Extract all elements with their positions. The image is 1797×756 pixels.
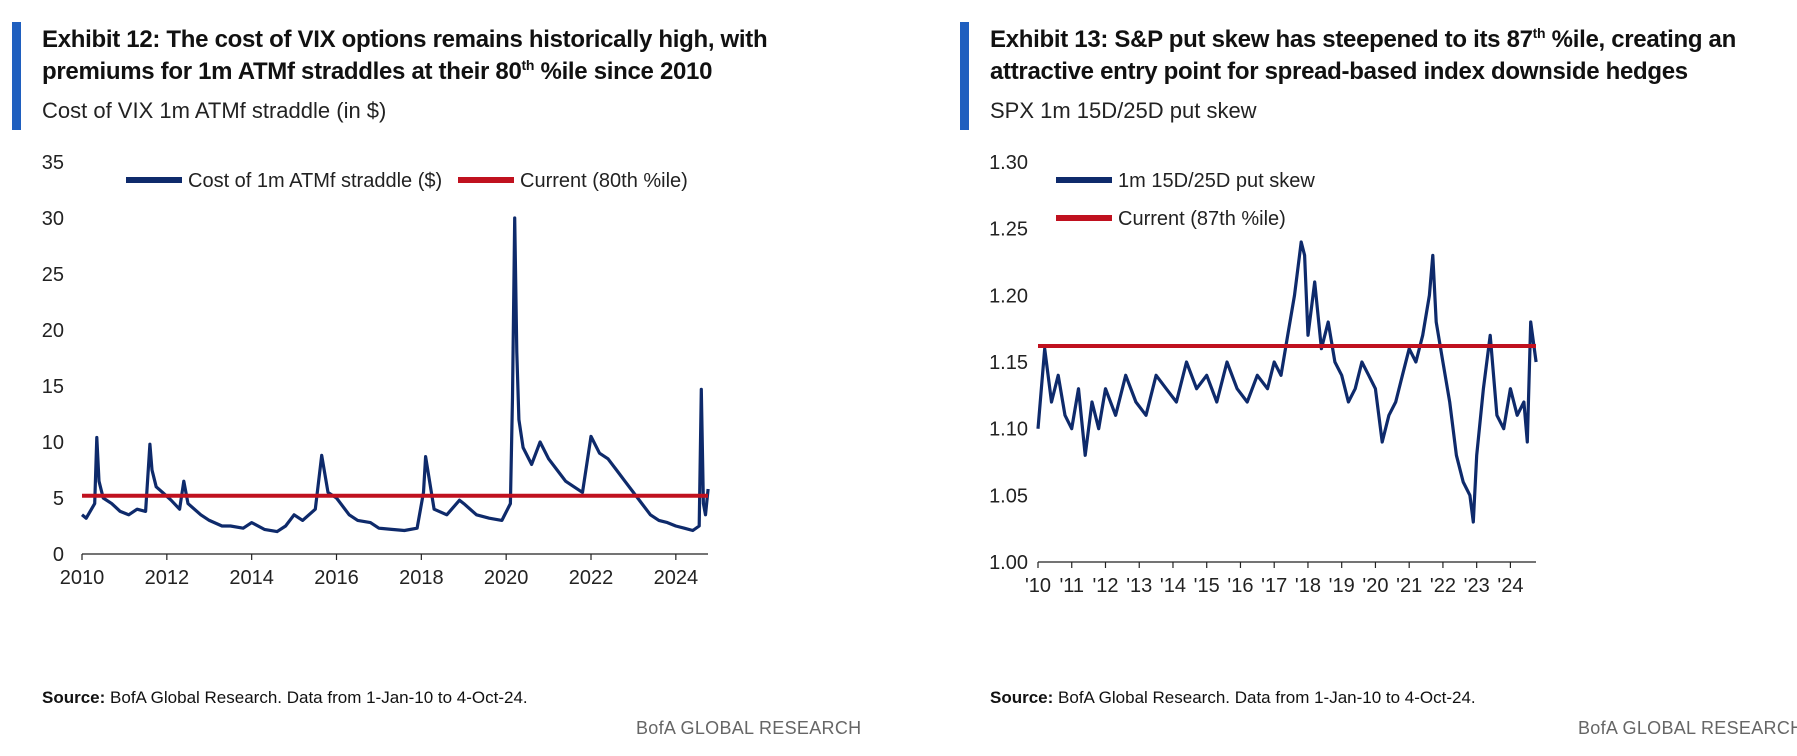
x-tick-label: '13 bbox=[1126, 575, 1152, 597]
x-tick-label: '14 bbox=[1160, 575, 1186, 597]
brand-label: BofA GLOBAL RESEARCH bbox=[1578, 718, 1797, 738]
exhibit-subtitle: SPX 1m 15D/25D put skew bbox=[990, 98, 1257, 123]
x-tick-label: '15 bbox=[1194, 575, 1220, 597]
x-tick-label: '22 bbox=[1430, 575, 1456, 597]
y-tick-label: 1.25 bbox=[989, 219, 1028, 241]
exhibit-12: Exhibit 12: The cost of VIX options rema… bbox=[0, 18, 880, 748]
y-tick-label: 0 bbox=[53, 544, 64, 566]
x-tick-label: '12 bbox=[1092, 575, 1118, 597]
brand-label: BofA GLOBAL RESEARCH bbox=[636, 718, 862, 738]
x-tick-label: 2022 bbox=[569, 567, 614, 589]
x-tick-label: '10 bbox=[1025, 575, 1051, 597]
x-tick-label: '23 bbox=[1464, 575, 1490, 597]
y-tick-label: 5 bbox=[53, 488, 64, 510]
y-tick-label: 1.20 bbox=[989, 285, 1028, 307]
y-tick-label: 1.15 bbox=[989, 352, 1028, 374]
x-tick-label: '20 bbox=[1362, 575, 1388, 597]
x-tick-label: '18 bbox=[1295, 575, 1321, 597]
accent-bar bbox=[960, 22, 969, 130]
x-tick-label: '24 bbox=[1497, 575, 1523, 597]
y-tick-label: 1.00 bbox=[989, 552, 1028, 574]
legend-label: Cost of 1m ATMf straddle ($) bbox=[188, 170, 442, 192]
y-tick-label: 10 bbox=[42, 432, 64, 454]
y-tick-label: 1.30 bbox=[989, 152, 1028, 174]
x-tick-label: 2014 bbox=[229, 567, 274, 589]
y-tick-label: 1.05 bbox=[989, 485, 1028, 507]
x-tick-label: '17 bbox=[1261, 575, 1287, 597]
series-line bbox=[80, 216, 710, 534]
exhibit-13: Exhibit 13: S&P put skew has steepened t… bbox=[948, 18, 1797, 748]
source-note: Source: BofA Global Research. Data from … bbox=[990, 688, 1476, 707]
y-tick-label: 35 bbox=[42, 152, 64, 174]
exhibit-title: Exhibit 12: The cost of VIX options rema… bbox=[42, 26, 768, 85]
x-tick-label: 2020 bbox=[484, 567, 529, 589]
x-tick-label: 2018 bbox=[399, 567, 444, 589]
x-tick-label: 2010 bbox=[60, 567, 105, 589]
x-tick-label: 2016 bbox=[314, 567, 359, 589]
series-line bbox=[1036, 240, 1538, 524]
y-tick-label: 1.10 bbox=[989, 419, 1028, 441]
y-tick-label: 25 bbox=[42, 264, 64, 286]
accent-bar bbox=[12, 22, 21, 130]
y-tick-label: 20 bbox=[42, 320, 64, 342]
spx-put-skew-chart: 1.00 1.05 1.10 1.15 1.20 1.25 1.30 '10 '11 '12 '13… bbox=[989, 152, 1538, 597]
x-tick-label: '11 bbox=[1059, 575, 1084, 597]
legend-label: 1m 15D/25D put skew bbox=[1118, 170, 1315, 192]
exhibit-title: Exhibit 13: S&P put skew has steepened t… bbox=[990, 25, 1736, 85]
x-tick-label: '21 bbox=[1396, 575, 1422, 597]
x-tick-label: '16 bbox=[1227, 575, 1253, 597]
vix-straddle-chart: 0 5 10 15 20 25 30 35 2010 2012 2014 2016 2018 2020 20… bbox=[42, 152, 710, 589]
x-tick-label: '19 bbox=[1329, 575, 1355, 597]
y-tick-label: 15 bbox=[42, 376, 64, 398]
source-note: Source: BofA Global Research. Data from … bbox=[42, 688, 528, 707]
exhibit-subtitle: Cost of VIX 1m ATMf straddle (in $) bbox=[42, 98, 387, 123]
legend-label: Current (80th %ile) bbox=[520, 170, 688, 192]
x-tick-label: 2012 bbox=[145, 567, 190, 589]
legend-label: Current (87th %ile) bbox=[1118, 208, 1286, 230]
x-tick-label: 2024 bbox=[654, 567, 699, 589]
y-tick-label: 30 bbox=[42, 208, 64, 230]
